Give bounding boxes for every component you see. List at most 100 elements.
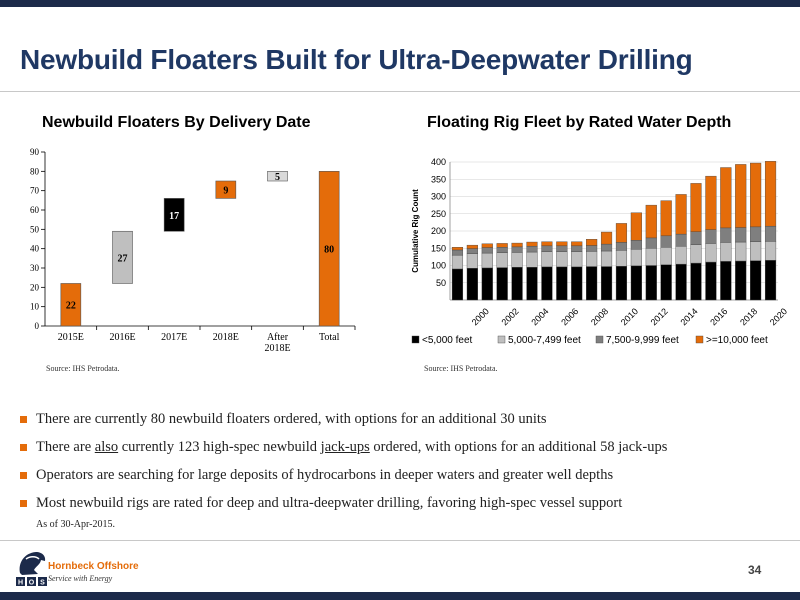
stacked-bar-segment [735,241,747,262]
y-tick-label: 200 [431,226,446,236]
x-tick-label: 2018E [264,343,290,354]
stacked-bar-segment [750,162,762,228]
stacked-bar-segment [750,241,762,261]
bullet-text: jack-ups [320,439,370,455]
y-tick-label: 50 [30,224,40,234]
x-tick-label: 2016E [109,332,135,343]
x-tick-label: Total [319,332,340,343]
bullet-list: There are currently 80 newbuild floaters… [20,405,790,517]
stacked-bar-segment [600,266,613,301]
bullet-text: Operators are searching for large deposi… [36,467,614,483]
bullet-text: Most newbuild rigs are rated for deep an… [36,495,623,511]
x-tick-label: 2020 [768,306,789,327]
stacked-bar-segment [571,241,583,247]
data-label: 9 [223,186,228,197]
bullet-square-icon [20,416,27,423]
bullet-text: There are [36,439,95,455]
stacked-bar-segment [615,265,628,301]
y-tick-label: 30 [30,263,40,273]
x-tick-label: 2015E [58,332,84,343]
y-tick-label: 60 [30,205,40,215]
legend-swatch [595,335,604,344]
stacked-bar-segment [541,245,553,252]
stacked-bar-segment [720,167,732,229]
stacked-bar-segment [675,194,687,235]
x-tick-label: 2018E [213,332,239,343]
page-number: 34 [748,563,762,577]
delivery-date-chart: 0 10 20 30 40 50 60 70 80 90 22 2015E 27 2016E 17 2017E… [30,147,356,354]
bullet-item: Operators are searching for large deposi… [20,461,790,489]
legend-label: >=10,000 feet [706,335,768,346]
y-tick-label: 50 [436,278,446,288]
stacked-bar-segment [451,268,464,301]
title-divider [0,91,800,92]
y-tick-label: 10 [30,302,40,312]
stacked-bar-segment [675,233,687,247]
stacked-bar-segment [571,245,583,252]
stacked-bar-segment [496,247,508,253]
bullet-text: also [94,439,119,455]
stacked-bar-segment [690,262,702,301]
stacked-bar-segment [660,200,672,237]
stacked-bar-segment [645,237,657,249]
stacked-bar-segment [466,253,478,269]
stacked-bar-segment [630,212,642,241]
horse-head-icon [19,552,46,575]
bullet-square-icon [20,444,27,451]
stacked-bar-segment [660,235,672,248]
y-tick-label: 300 [431,192,446,202]
stacked-bar-segment [645,265,657,301]
bar [318,171,340,327]
stacked-bar-segment [541,251,553,268]
stacked-bar-segment [645,248,657,266]
stacked-bar-segment [764,225,777,242]
data-label: 27 [118,253,128,264]
stacked-bar-segment [705,261,717,301]
stacked-bar-segment [750,226,762,242]
legend-label: <5,000 feet [422,335,473,346]
stacked-bar-segment [660,247,672,266]
stacked-bar-segment [630,249,642,267]
stacked-bar-segment [526,251,538,268]
y-tick-label: 100 [431,261,446,271]
stacked-bar-segment [615,242,628,251]
logo-letter-h: H [18,580,23,587]
stacked-bar-segment [690,244,702,264]
x-tick-label: 2016 [708,306,729,327]
stacked-bar-segment [556,251,568,268]
stacked-bar-segment [630,240,642,250]
stacked-bar-segment [735,164,747,228]
stacked-bar-segment [586,251,598,267]
stacked-bar-segment [496,252,508,268]
stacked-bar-segment [735,227,747,243]
stacked-bar-segment [615,223,628,243]
stacked-bar-segment [600,231,613,245]
stacked-bar-segment [586,245,598,252]
stacked-bar-segment [496,267,508,301]
bullet-text: There are currently 80 newbuild floaters… [36,411,547,427]
as-of-note: As of 30-Apr-2015. [36,519,115,530]
bullet-item: Most newbuild rigs are rated for deep an… [20,489,790,517]
stacked-bar-segment [451,247,464,251]
stacked-bar-segment [764,260,777,301]
x-tick-label: 2006 [559,306,580,327]
stacked-bar-segment [571,251,583,268]
y-tick-label: 150 [431,243,446,253]
bar [163,198,185,232]
x-tick-label: 2000 [470,306,491,327]
bar [267,171,288,182]
stacked-bar-segment [481,267,493,301]
stacked-bar-segment [481,243,493,248]
stacked-bar-segment [705,243,717,263]
company-name: Hornbeck Offshore [48,561,139,572]
stacked-bar-segment [630,265,642,301]
stacked-bar-segment [496,243,508,248]
y-tick-label: 20 [30,282,40,292]
stacked-bar-segment [720,242,732,262]
bullet-text: ordered, with options for an additional … [369,439,668,455]
footer-divider [0,540,800,541]
x-tick-label: 2017E [161,332,187,343]
y-tick-label: 40 [30,244,40,254]
stacked-bar-segment [526,241,538,247]
stacked-bar-segment [556,266,568,301]
